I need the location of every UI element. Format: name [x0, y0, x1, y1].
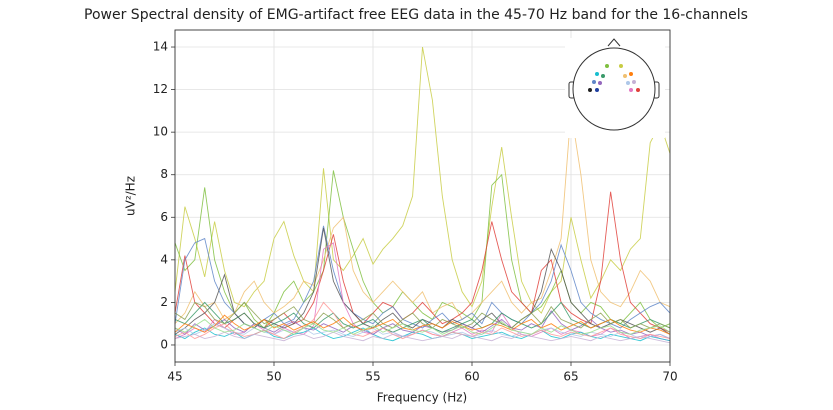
y-tick-label: 10 — [153, 125, 168, 139]
sensor — [595, 88, 599, 92]
sensor — [632, 80, 636, 84]
y-tick-label: 4 — [160, 252, 168, 266]
x-tick-label: 60 — [464, 370, 479, 384]
head-outline — [572, 47, 656, 131]
sensor — [588, 88, 592, 92]
series-line — [174, 314, 671, 335]
x-tick-label: 45 — [167, 370, 182, 384]
y-axis-label: uV²/Hz — [124, 176, 138, 216]
ticks: 45 50 55 60 65 70 0 2 4 6 8 10 12 14 — [153, 40, 678, 384]
lines — [174, 46, 671, 344]
sensor — [629, 88, 633, 92]
series-line — [174, 170, 671, 329]
series-line — [174, 318, 671, 335]
series-line — [174, 301, 671, 333]
series-line — [174, 110, 671, 324]
sensor-head-inset — [565, 38, 665, 138]
sensor — [619, 64, 623, 68]
sensor — [595, 72, 599, 76]
x-axis-label: Frequency (Hz) — [377, 391, 468, 405]
y-tick-label: 14 — [153, 40, 168, 54]
chart-title: Power Spectral density of EMG-artifact f… — [84, 7, 748, 23]
series-line — [174, 301, 671, 329]
x-tick-label: 55 — [365, 370, 380, 384]
x-tick-label: 65 — [563, 370, 578, 384]
head-nose — [607, 38, 621, 47]
y-tick-label: 2 — [160, 295, 168, 309]
y-tick-label: 0 — [160, 337, 168, 351]
sensor — [636, 88, 640, 92]
series-line — [174, 331, 671, 344]
sensor — [623, 74, 627, 78]
sensor — [592, 80, 596, 84]
y-tick-label: 8 — [160, 167, 168, 181]
sensor — [605, 64, 609, 68]
sensor — [601, 74, 605, 78]
sensor — [598, 81, 602, 85]
y-tick-label: 6 — [160, 210, 168, 224]
plot-frame — [174, 29, 671, 363]
x-tick-label: 50 — [266, 370, 281, 384]
x-tick-label: 70 — [662, 370, 677, 384]
series-line — [174, 301, 671, 340]
sensor — [626, 81, 630, 85]
sensor — [629, 72, 633, 76]
y-tick-label: 12 — [153, 82, 168, 96]
